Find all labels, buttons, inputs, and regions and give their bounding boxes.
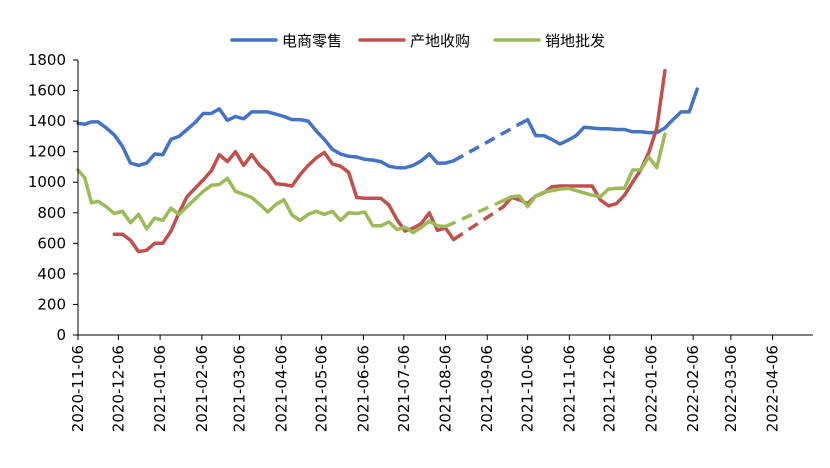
y-tick-label: 1600	[28, 82, 66, 100]
x-tick-label: 2021-11-06	[560, 345, 578, 432]
series-line-dashed	[444, 199, 505, 229]
series-line-solid	[76, 107, 456, 170]
x-tick-label: 2021-10-06	[519, 345, 537, 432]
x-tick-label: 2021-03-06	[231, 345, 249, 432]
legend-label: 电商零售	[282, 32, 342, 50]
series-line-solid	[76, 168, 448, 235]
y-tick-label: 1800	[28, 51, 66, 69]
y-axis: 0 200 400 600 800 1000 1200 1400 1600 1800	[28, 51, 79, 344]
x-axis: 2020-11-06 2020-12-06 2021-01-06 2021-02-06…	[69, 334, 813, 432]
legend-label: 产地收购	[410, 32, 470, 50]
x-tick-label: 2022-02-06	[684, 345, 702, 432]
y-tick-label: 800	[37, 204, 66, 222]
x-tick-label: 2021-12-06	[601, 345, 619, 432]
x-tick-label: 2021-01-06	[151, 345, 169, 432]
x-tick-label: 2021-05-06	[313, 345, 331, 432]
series-line-solid	[112, 149, 456, 254]
x-tick-label: 2021-08-06	[437, 345, 455, 432]
x-tick-label: 2020-11-06	[69, 345, 87, 432]
y-tick-label: 1000	[28, 173, 66, 191]
x-tick-label: 2020-12-06	[109, 345, 127, 432]
y-tick-label: 200	[37, 295, 66, 313]
series-0	[76, 87, 699, 170]
x-tick-label: 2021-07-06	[395, 345, 413, 432]
y-tick-label: 1400	[28, 112, 66, 130]
series-line-dashed	[452, 205, 505, 241]
series-line-solid	[501, 68, 667, 209]
series-2	[76, 132, 667, 235]
y-tick-label: 1200	[28, 143, 66, 161]
x-tick-label: 2021-09-06	[478, 345, 496, 432]
x-tick-label: 2021-04-06	[272, 345, 290, 432]
chart-legend: 电商零售 产地收购 销地批发	[230, 32, 605, 50]
plot-area	[76, 68, 699, 254]
series-line-solid	[525, 87, 699, 146]
series-line-dashed	[452, 118, 529, 163]
y-tick-label: 0	[56, 326, 66, 344]
legend-label: 销地批发	[545, 32, 605, 50]
x-tick-label: 2022-03-06	[722, 345, 740, 432]
x-tick-label: 2021-06-06	[354, 345, 372, 432]
y-tick-label: 400	[37, 265, 66, 283]
x-tick-label: 2022-04-06	[764, 345, 782, 432]
y-tick-label: 600	[37, 234, 66, 252]
x-tick-label: 2021-02-06	[193, 345, 211, 432]
series-line-solid	[501, 132, 667, 209]
x-tick-label: 2022-01-06	[642, 345, 660, 432]
